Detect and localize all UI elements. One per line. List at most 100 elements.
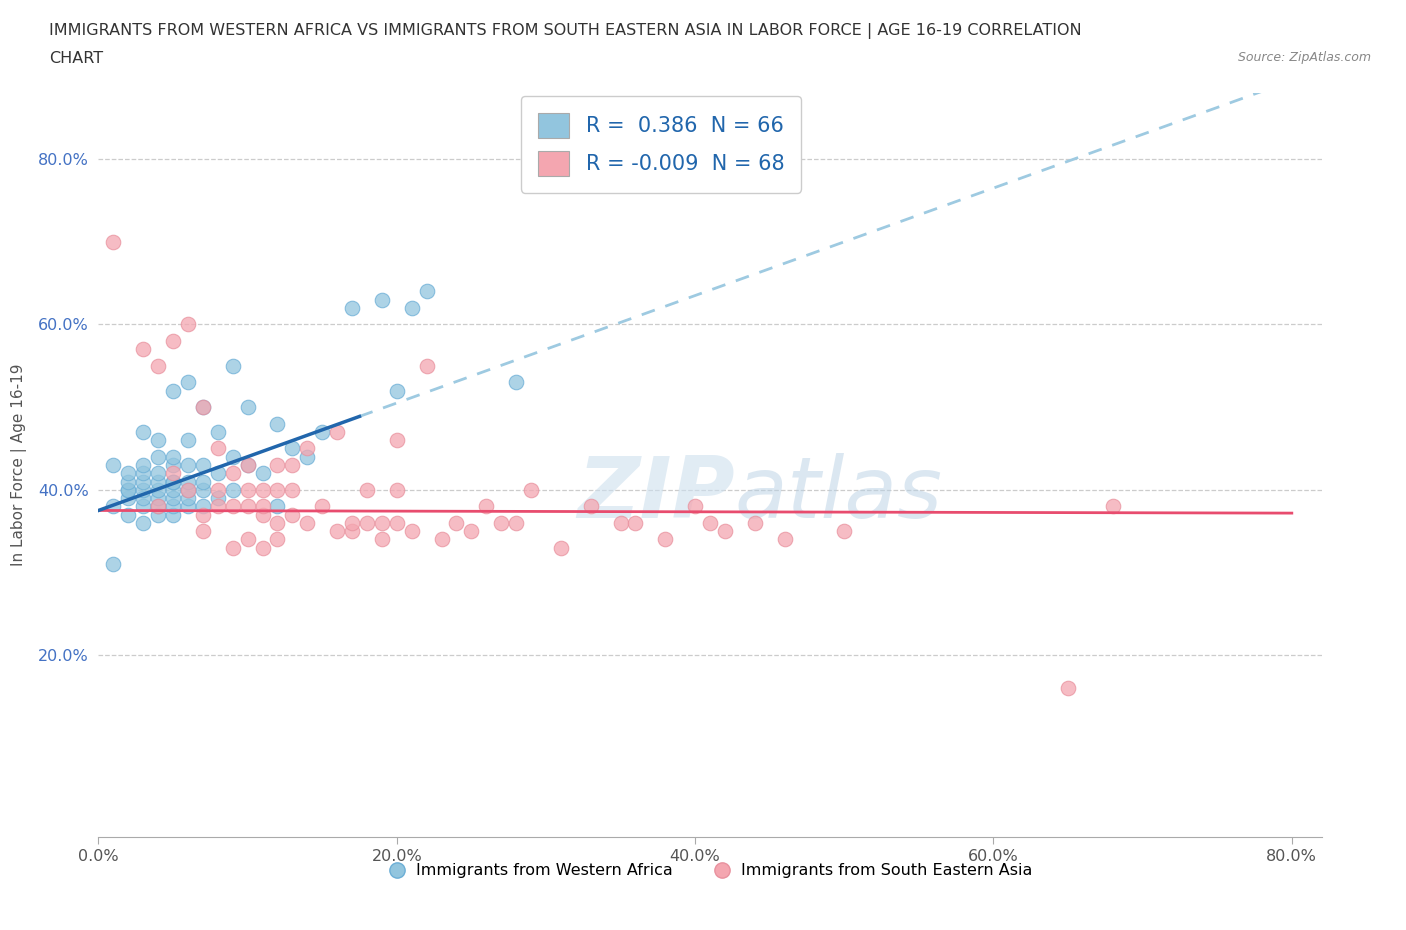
Point [103,557,125,572]
Point [177,458,200,472]
Point [207,466,229,481]
Point [415,358,437,373]
Point [326,424,349,439]
Text: IMMIGRANTS FROM WESTERN AFRICA VS IMMIGRANTS FROM SOUTH EASTERN ASIA IN LABOR FO: IMMIGRANTS FROM WESTERN AFRICA VS IMMIGR… [49,23,1081,39]
Point [356,515,378,530]
Point [162,483,184,498]
Point [132,515,155,530]
Point [117,507,139,522]
Point [207,424,229,439]
Point [326,524,349,538]
Point [162,498,184,513]
Point [146,466,169,481]
Point [281,483,304,498]
Point [162,507,184,522]
Point [146,449,169,464]
Point [624,515,647,530]
Point [177,483,200,498]
Point [162,334,184,349]
Point [371,292,394,307]
Point [311,424,333,439]
Point [221,449,243,464]
Point [191,458,214,472]
Point [191,507,214,522]
Point [146,358,169,373]
Point [117,474,139,489]
Point [162,458,184,472]
Point [520,483,543,498]
Point [340,524,363,538]
Point [207,483,229,498]
Point [146,432,169,447]
Point [340,515,363,530]
Point [281,507,304,522]
Point [236,458,259,472]
Y-axis label: In Labor Force | Age 16-19: In Labor Force | Age 16-19 [11,364,27,566]
Point [489,515,512,530]
Point [654,532,676,547]
Point [117,466,139,481]
Point [146,498,169,513]
Point [132,342,155,357]
Text: Source: ZipAtlas.com: Source: ZipAtlas.com [1237,51,1371,64]
Point [162,474,184,489]
Point [266,515,288,530]
Point [117,483,139,498]
Point [236,458,259,472]
Point [207,441,229,456]
Point [252,540,274,555]
Point [162,383,184,398]
Point [252,507,274,522]
Point [579,498,602,513]
Point [401,300,423,315]
Point [177,491,200,506]
Text: atlas: atlas [734,453,942,537]
Legend: Immigrants from Western Africa, Immigrants from South Eastern Asia: Immigrants from Western Africa, Immigran… [381,857,1039,884]
Point [401,524,423,538]
Point [132,424,155,439]
Point [207,498,229,513]
Point [236,400,259,415]
Point [311,498,333,513]
Point [191,498,214,513]
Point [132,458,155,472]
Point [221,358,243,373]
Point [162,449,184,464]
Point [177,474,200,489]
Point [252,466,274,481]
Point [177,483,200,498]
Point [446,515,468,530]
Point [252,483,274,498]
Point [177,375,200,390]
Point [146,474,169,489]
Point [191,474,214,489]
Point [505,515,527,530]
Point [221,540,243,555]
Point [371,515,394,530]
Point [281,441,304,456]
Point [266,498,288,513]
Point [297,449,319,464]
Point [744,515,766,530]
Point [132,498,155,513]
Point [385,483,408,498]
Point [415,284,437,299]
Point [236,532,259,547]
Point [266,532,288,547]
Point [132,474,155,489]
Point [236,498,259,513]
Point [550,540,572,555]
Point [1101,498,1123,513]
Point [266,458,288,472]
Point [191,524,214,538]
Point [207,491,229,506]
Point [132,466,155,481]
Point [162,466,184,481]
Point [356,483,378,498]
Point [266,483,288,498]
Point [236,483,259,498]
Point [177,432,200,447]
Point [103,498,125,513]
Point [297,515,319,530]
Point [146,507,169,522]
